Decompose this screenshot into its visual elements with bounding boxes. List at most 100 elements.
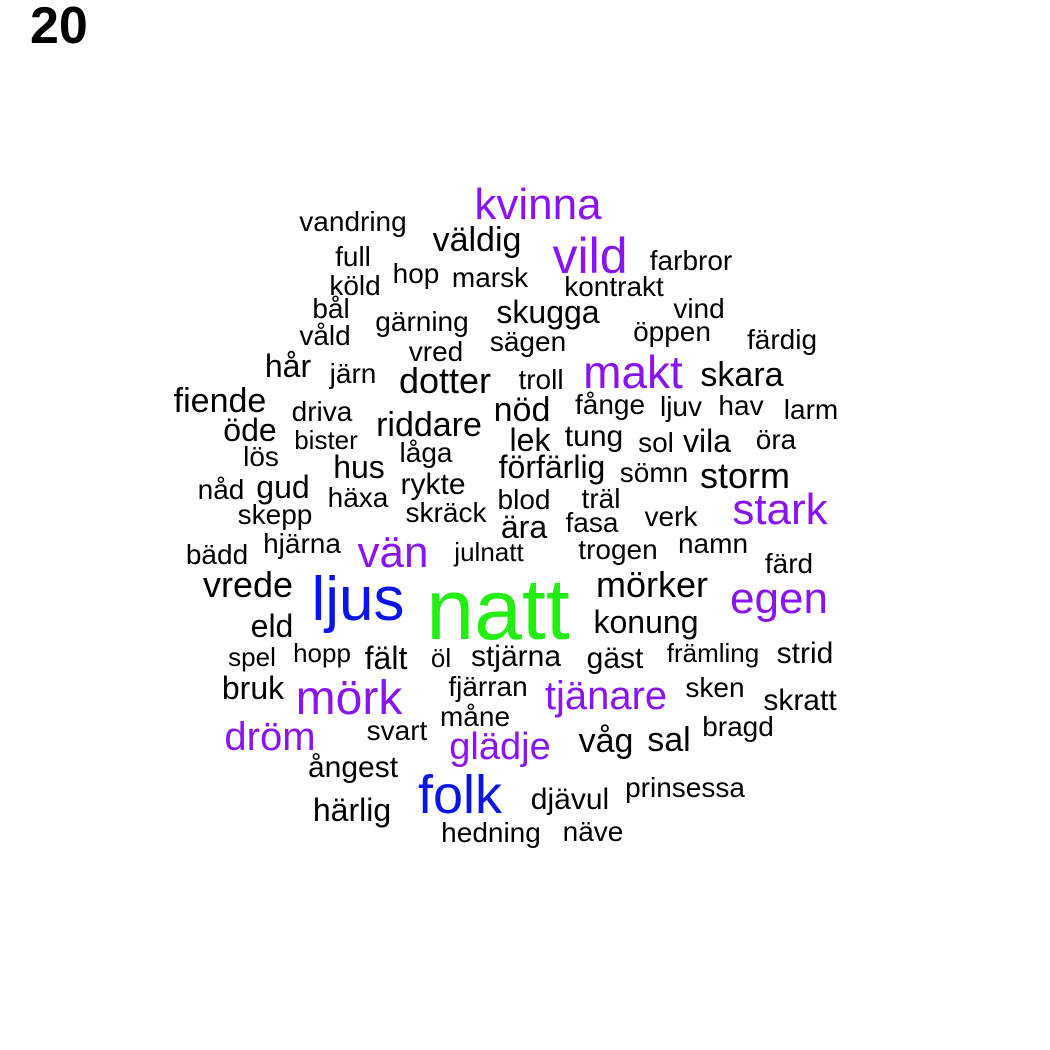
word-gäst: gäst [586,642,644,675]
word-vandring: vandring [299,206,407,237]
word-spel: spel [228,642,276,672]
word-rykte: rykte [400,468,466,501]
word-nåd: nåd [197,474,245,505]
word-färd: färd [764,548,814,579]
word-gärning: gärning [375,306,469,337]
word-lös: lös [243,441,279,472]
word-eld: eld [250,608,294,644]
word-fält: fält [364,640,408,676]
word-storm: storm [700,455,790,496]
word-skratt: skratt [763,684,837,717]
word-väldig: väldig [432,221,522,259]
word-svart: svart [366,715,428,746]
word-låga: låga [399,437,453,468]
word-kvinna: kvinna [474,180,602,229]
word-kontrakt: kontrakt [564,271,664,302]
word-ära: ära [500,509,548,545]
word-dotter: dotter [398,360,492,401]
word-glädje: glädje [449,726,551,768]
word-prinsessa: prinsessa [625,772,745,803]
word-trogen: trogen [578,534,658,565]
word-öppen: öppen [633,316,711,347]
word-ljuv: ljuv [659,391,703,422]
word-härlig: härlig [312,792,392,828]
word-stjärna: stjärna [470,640,562,673]
word-färdig: färdig [746,324,818,355]
word-köld: köld [329,270,381,301]
word-hus: hus [333,449,385,485]
word-djävul: djävul [530,783,610,816]
word-konung: konung [593,604,699,640]
word-fånge: fånge [574,389,646,420]
word-vrede: vrede [202,564,294,605]
word-mörker: mörker [595,564,709,605]
word-öl: öl [430,643,452,673]
word-vila: vila [682,423,732,459]
word-främling: främling [666,638,760,668]
word-fjärran: fjärran [448,671,528,702]
word-bål: bål [312,293,350,324]
word-sal: sal [647,721,691,759]
word-måne: måne [439,701,511,732]
word-tjänare: tjänare [544,674,668,718]
word-järn: järn [329,358,377,389]
word-bister: bister [294,425,358,455]
word-skepp: skepp [237,499,313,530]
word-skräck: skräck [405,497,487,528]
word-larm: larm [783,394,839,425]
word-strid: strid [776,637,834,670]
word-bragd: bragd [702,711,774,742]
word-bädd: bädd [185,539,249,570]
word-folk: folk [417,765,503,825]
word-våld: våld [299,320,351,351]
word-julnatt: julnatt [454,537,524,567]
word-vän: vän [357,528,429,577]
word-vild: vild [552,228,628,284]
word-häxa: häxa [327,482,389,513]
word-sol: sol [638,427,674,458]
word-fasa: fasa [565,507,619,538]
word-dröm: dröm [224,715,316,759]
word-sägen: sägen [489,326,567,357]
word-tung: tung [564,420,624,453]
word-ljus: ljus [311,565,405,634]
word-våg: våg [578,722,634,760]
word-egen: egen [730,574,828,623]
word-natt: natt [426,562,570,658]
word-blod: blod [497,484,551,515]
word-hopp: hopp [293,638,351,668]
word-sömn: sömn [619,457,689,488]
word-lek: lek [509,422,551,458]
word-fiende: fiende [173,382,267,420]
word-mörk: mörk [295,672,403,725]
word-hop: hop [392,258,440,289]
word-gud: gud [256,469,310,505]
word-hår: hår [264,348,312,384]
word-bruk: bruk [221,670,285,706]
word-troll: troll [518,364,564,395]
word-träl: träl [581,483,621,514]
word-skugga: skugga [496,294,600,330]
word-hjärna: hjärna [263,528,341,559]
word-nöd: nöd [493,391,551,429]
word-vred: vred [408,336,464,367]
word-stark: stark [732,485,828,534]
panel-number: 20 [30,0,88,55]
word-vind: vind [673,293,725,324]
word-marsk: marsk [451,262,529,293]
word-namn: namn [677,528,749,559]
word-driva: driva [291,396,353,427]
word-makt: makt [583,346,683,398]
word-sken: sken [685,672,745,703]
word-farbror: farbror [649,245,733,276]
word-förfärlig: förfärlig [498,449,606,485]
word-hedning: hedning [441,817,541,848]
word-full: full [335,241,371,272]
word-skara: skara [700,356,784,394]
word-ångest: ångest [307,751,399,784]
word-näve: näve [562,816,624,847]
word-öde: öde [223,412,277,448]
word-riddare: riddare [376,406,482,444]
word-öra: öra [755,424,797,455]
